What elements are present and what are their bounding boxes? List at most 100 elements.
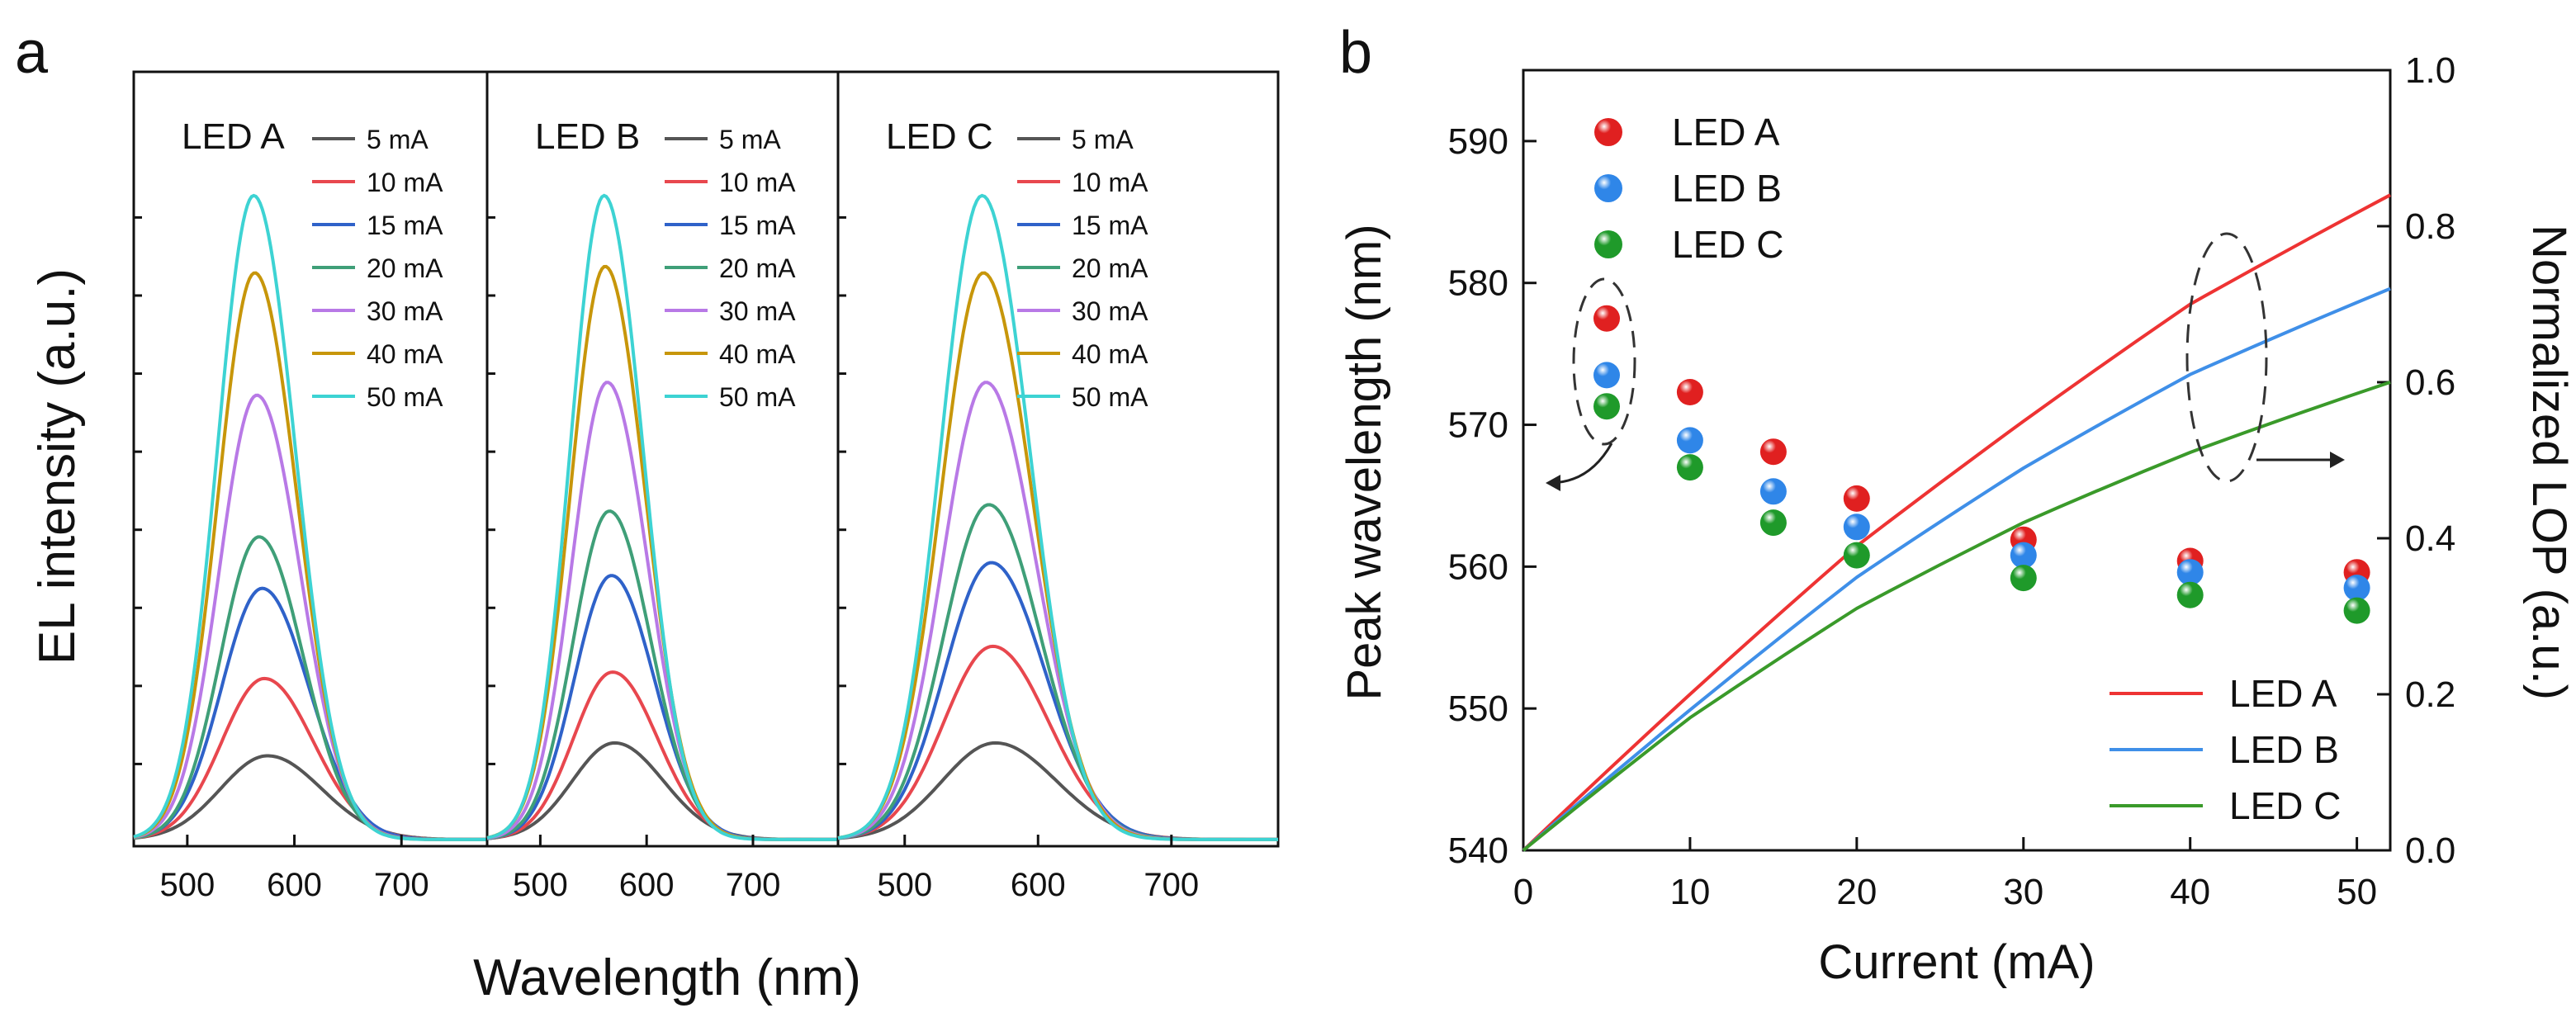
- marker-led-c: [2010, 565, 2037, 592]
- legend-label: 20 mA: [1072, 253, 1148, 283]
- legend-label: 40 mA: [367, 339, 443, 369]
- x-tick-label: 500: [159, 867, 215, 903]
- legend-marker: [1594, 174, 1622, 202]
- curve-led-b-20mA: [486, 509, 838, 841]
- plot-frame: [1522, 69, 2392, 852]
- marker-led-b: [1676, 427, 1703, 454]
- x-tick-label: 500: [513, 867, 568, 903]
- y-left-tick-label: 590: [1448, 121, 1508, 162]
- x-tick-label: 20: [1836, 872, 1877, 912]
- legend-label: 30 mA: [719, 296, 796, 326]
- marker-led-b: [2010, 542, 2037, 569]
- x-tick-label: 600: [619, 867, 675, 903]
- legend-label: 5 mA: [1072, 125, 1134, 154]
- panel-a: LED A 5 mA 10 mA 15 mA 20 mA 30 mA 40 mA 50 mA L…: [29, 70, 1280, 1006]
- legend-label: 15 mA: [367, 211, 443, 240]
- y-left-tick-label: 570: [1448, 405, 1508, 446]
- legend-label: 5 mA: [367, 125, 429, 154]
- x-axis-label: Wavelength (nm): [473, 949, 861, 1006]
- x-tick-label: 30: [2003, 872, 2043, 912]
- marker-led-b: [2343, 575, 2370, 602]
- y-right-tick-label: 1.0: [2405, 50, 2455, 91]
- legend-label: 10 mA: [1072, 168, 1148, 197]
- legend-label: 15 mA: [1072, 211, 1148, 240]
- annotation-right: [2185, 232, 2345, 483]
- x-tick-label: 10: [1669, 872, 1710, 912]
- y-right-tick-label: 0.8: [2405, 206, 2455, 247]
- curve-led-c-30mA: [837, 381, 1278, 841]
- legend-label: 20 mA: [719, 253, 796, 283]
- curve-led-c-40mA: [837, 271, 1278, 841]
- panel-label-a: a: [15, 20, 49, 86]
- x-axis-label: Current (mA): [1818, 935, 2095, 989]
- x-tick-label: 700: [374, 867, 429, 903]
- marker-led-a: [1593, 305, 1620, 332]
- marker-led-b: [2176, 559, 2204, 586]
- subplot-led-b: [485, 72, 838, 846]
- x-tick-label: 600: [1011, 867, 1066, 903]
- lop-line-led-b: [1522, 286, 2391, 852]
- x-tick-label: 50: [2337, 872, 2377, 912]
- marker-led-b: [1843, 514, 1870, 541]
- subplot-title: LED A: [182, 116, 285, 157]
- x-tick-label: 40: [2170, 872, 2210, 912]
- y-right-tick-label: 0.6: [2405, 362, 2455, 403]
- y-left-axis-label: Peak wavelength (nm): [1338, 224, 1391, 700]
- legend-label: 20 mA: [367, 253, 443, 283]
- y-right-tick-label: 0.4: [2405, 518, 2455, 559]
- panel-b: 0 10 20 30 40 50 540 550 560 570 580 590 0.0 0.2 0.4 0.…: [1338, 50, 2576, 989]
- legend-marker: [1594, 230, 1622, 258]
- legend-marker: [1594, 118, 1622, 146]
- x-tick-label: 500: [877, 867, 932, 903]
- marker-led-c: [1843, 542, 1870, 569]
- legend-label: LED C: [2229, 784, 2341, 827]
- y-left-tick-label: 540: [1448, 831, 1508, 871]
- marker-led-c: [2176, 581, 2204, 608]
- legend-label: 50 mA: [367, 382, 443, 412]
- y-right-axis-label: Normalized LOP (a.u.): [2522, 225, 2576, 700]
- x-tick-label: 600: [267, 867, 322, 903]
- y-left-tick-label: 560: [1448, 547, 1508, 587]
- legend-label: 10 mA: [719, 168, 796, 197]
- marker-led-a: [1676, 379, 1703, 405]
- legend-label: LED B: [2229, 728, 2339, 771]
- y-axis-label: EL intensity (a.u.): [29, 268, 86, 665]
- legend-label: 30 mA: [367, 296, 443, 326]
- legend-label: LED C: [1672, 223, 1783, 266]
- curve-led-b-30mA: [486, 381, 838, 841]
- legend-label: 15 mA: [719, 211, 796, 240]
- marker-led-b: [1759, 478, 1787, 505]
- subplot-led-a: [133, 193, 488, 841]
- lop-line-led-c: [1522, 381, 2391, 852]
- legend-label: 50 mA: [1072, 382, 1148, 412]
- curve-led-b-50mA: [486, 193, 838, 841]
- legend-label: LED A: [2229, 672, 2337, 715]
- x-tick-label: 700: [726, 867, 781, 903]
- curve-led-b-15mA: [486, 574, 838, 841]
- curve-led-a-30mA: [133, 393, 487, 841]
- legend-label: 30 mA: [1072, 296, 1148, 326]
- marker-led-a: [1843, 485, 1870, 512]
- marker-led-c: [1593, 393, 1620, 420]
- legend-label: 50 mA: [719, 382, 796, 412]
- subplot-title: LED C: [886, 116, 993, 157]
- curve-led-c-50mA: [837, 193, 1278, 841]
- legend-label: 5 mA: [719, 125, 781, 154]
- subplot-title: LED B: [535, 116, 640, 157]
- legend-label: LED A: [1672, 111, 1780, 154]
- marker-led-a: [1759, 438, 1787, 466]
- annotation-left: [1546, 277, 1636, 491]
- subplot-led-c: [836, 72, 1278, 846]
- y-right-tick-label: 0.2: [2405, 674, 2455, 715]
- x-tick-label: 700: [1144, 867, 1199, 903]
- curve-led-a-50mA: [133, 193, 487, 841]
- marker-led-c: [1759, 509, 1787, 537]
- lop-line-led-a: [1522, 193, 2391, 852]
- panel-label-b: b: [1339, 20, 1372, 86]
- plot-frame: [132, 70, 1280, 848]
- marker-led-b: [1593, 362, 1620, 389]
- legend-label: 40 mA: [1072, 339, 1148, 369]
- y-right-tick-label: 0.0: [2405, 831, 2455, 871]
- x-tick-label: 0: [1513, 872, 1533, 912]
